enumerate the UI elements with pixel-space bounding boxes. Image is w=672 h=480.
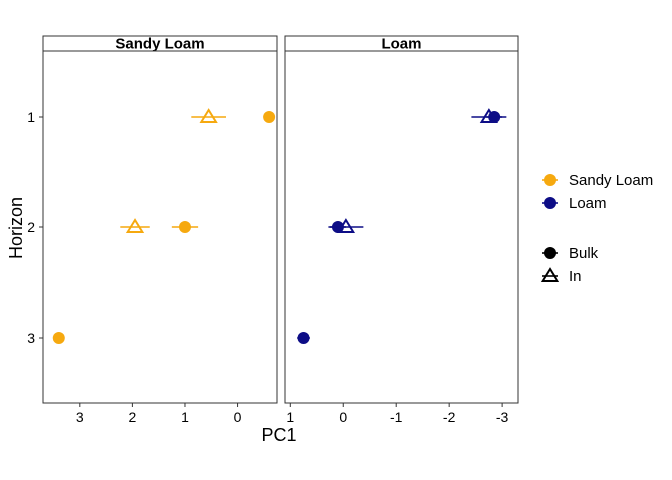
legend-label: Sandy Loam [569,172,653,189]
y-tick-label: 2 [27,219,35,235]
legend-key-point [544,247,556,259]
x-axis-title: PC1 [261,425,296,445]
x-tick-label: 3 [76,409,84,425]
legend-label: Loam [569,195,607,212]
facet-label: Loam [381,36,421,53]
point-sandy-loam-in-h2 [125,218,145,234]
legend-item-sandy-loam: Sandy Loam [542,172,653,189]
legend-key-point [544,197,556,209]
panel-border [42,50,278,404]
x-tick-label: -2 [443,409,456,425]
point-loam-bulk-h3 [297,332,310,344]
panel-sandy-loam: Sandy Loam 3 2 1 0 [42,35,278,425]
x-tick-label: 2 [128,409,136,425]
x-tick-label: 1 [181,409,189,425]
point-sandy-loam-in-h1 [199,108,218,124]
legend-label: Bulk [569,245,599,262]
x-tick-label: 0 [339,409,347,425]
point-loam-in-h2 [336,218,356,234]
x-tick-label: -1 [390,409,403,425]
x-tick-label: 0 [234,409,242,425]
legend-key-point [540,267,560,283]
point-sandy-loam-bulk-h1 [263,111,276,123]
y-axis-title: Horizon [6,197,26,259]
facet-label: Sandy Loam [115,36,204,53]
legend-key-point [544,174,556,186]
panel-border [284,50,519,404]
y-tick-label: 3 [27,330,35,346]
x-tick-label: -3 [496,409,509,425]
legend-item-loam: Loam [542,195,607,212]
chart-panels: Sandy Loam 3 2 1 0 Loam 1 0 -1 -2 -3 [42,35,519,425]
point-loam-in-h1 [479,108,499,124]
legend-item-in: In [540,267,582,285]
legend: Sandy Loam Loam Bulk In [540,172,653,285]
point-sandy-loam-bulk-h3 [52,332,65,344]
legend-label: In [569,268,582,285]
point-sandy-loam-bulk-h2 [178,221,191,233]
panel-loam: Loam 1 0 -1 -2 -3 [284,35,519,425]
y-tick-label: 1 [27,109,35,125]
y-axis: 1 2 3 [27,109,43,346]
x-tick-label: 1 [286,409,294,425]
legend-item-bulk: Bulk [542,245,599,262]
